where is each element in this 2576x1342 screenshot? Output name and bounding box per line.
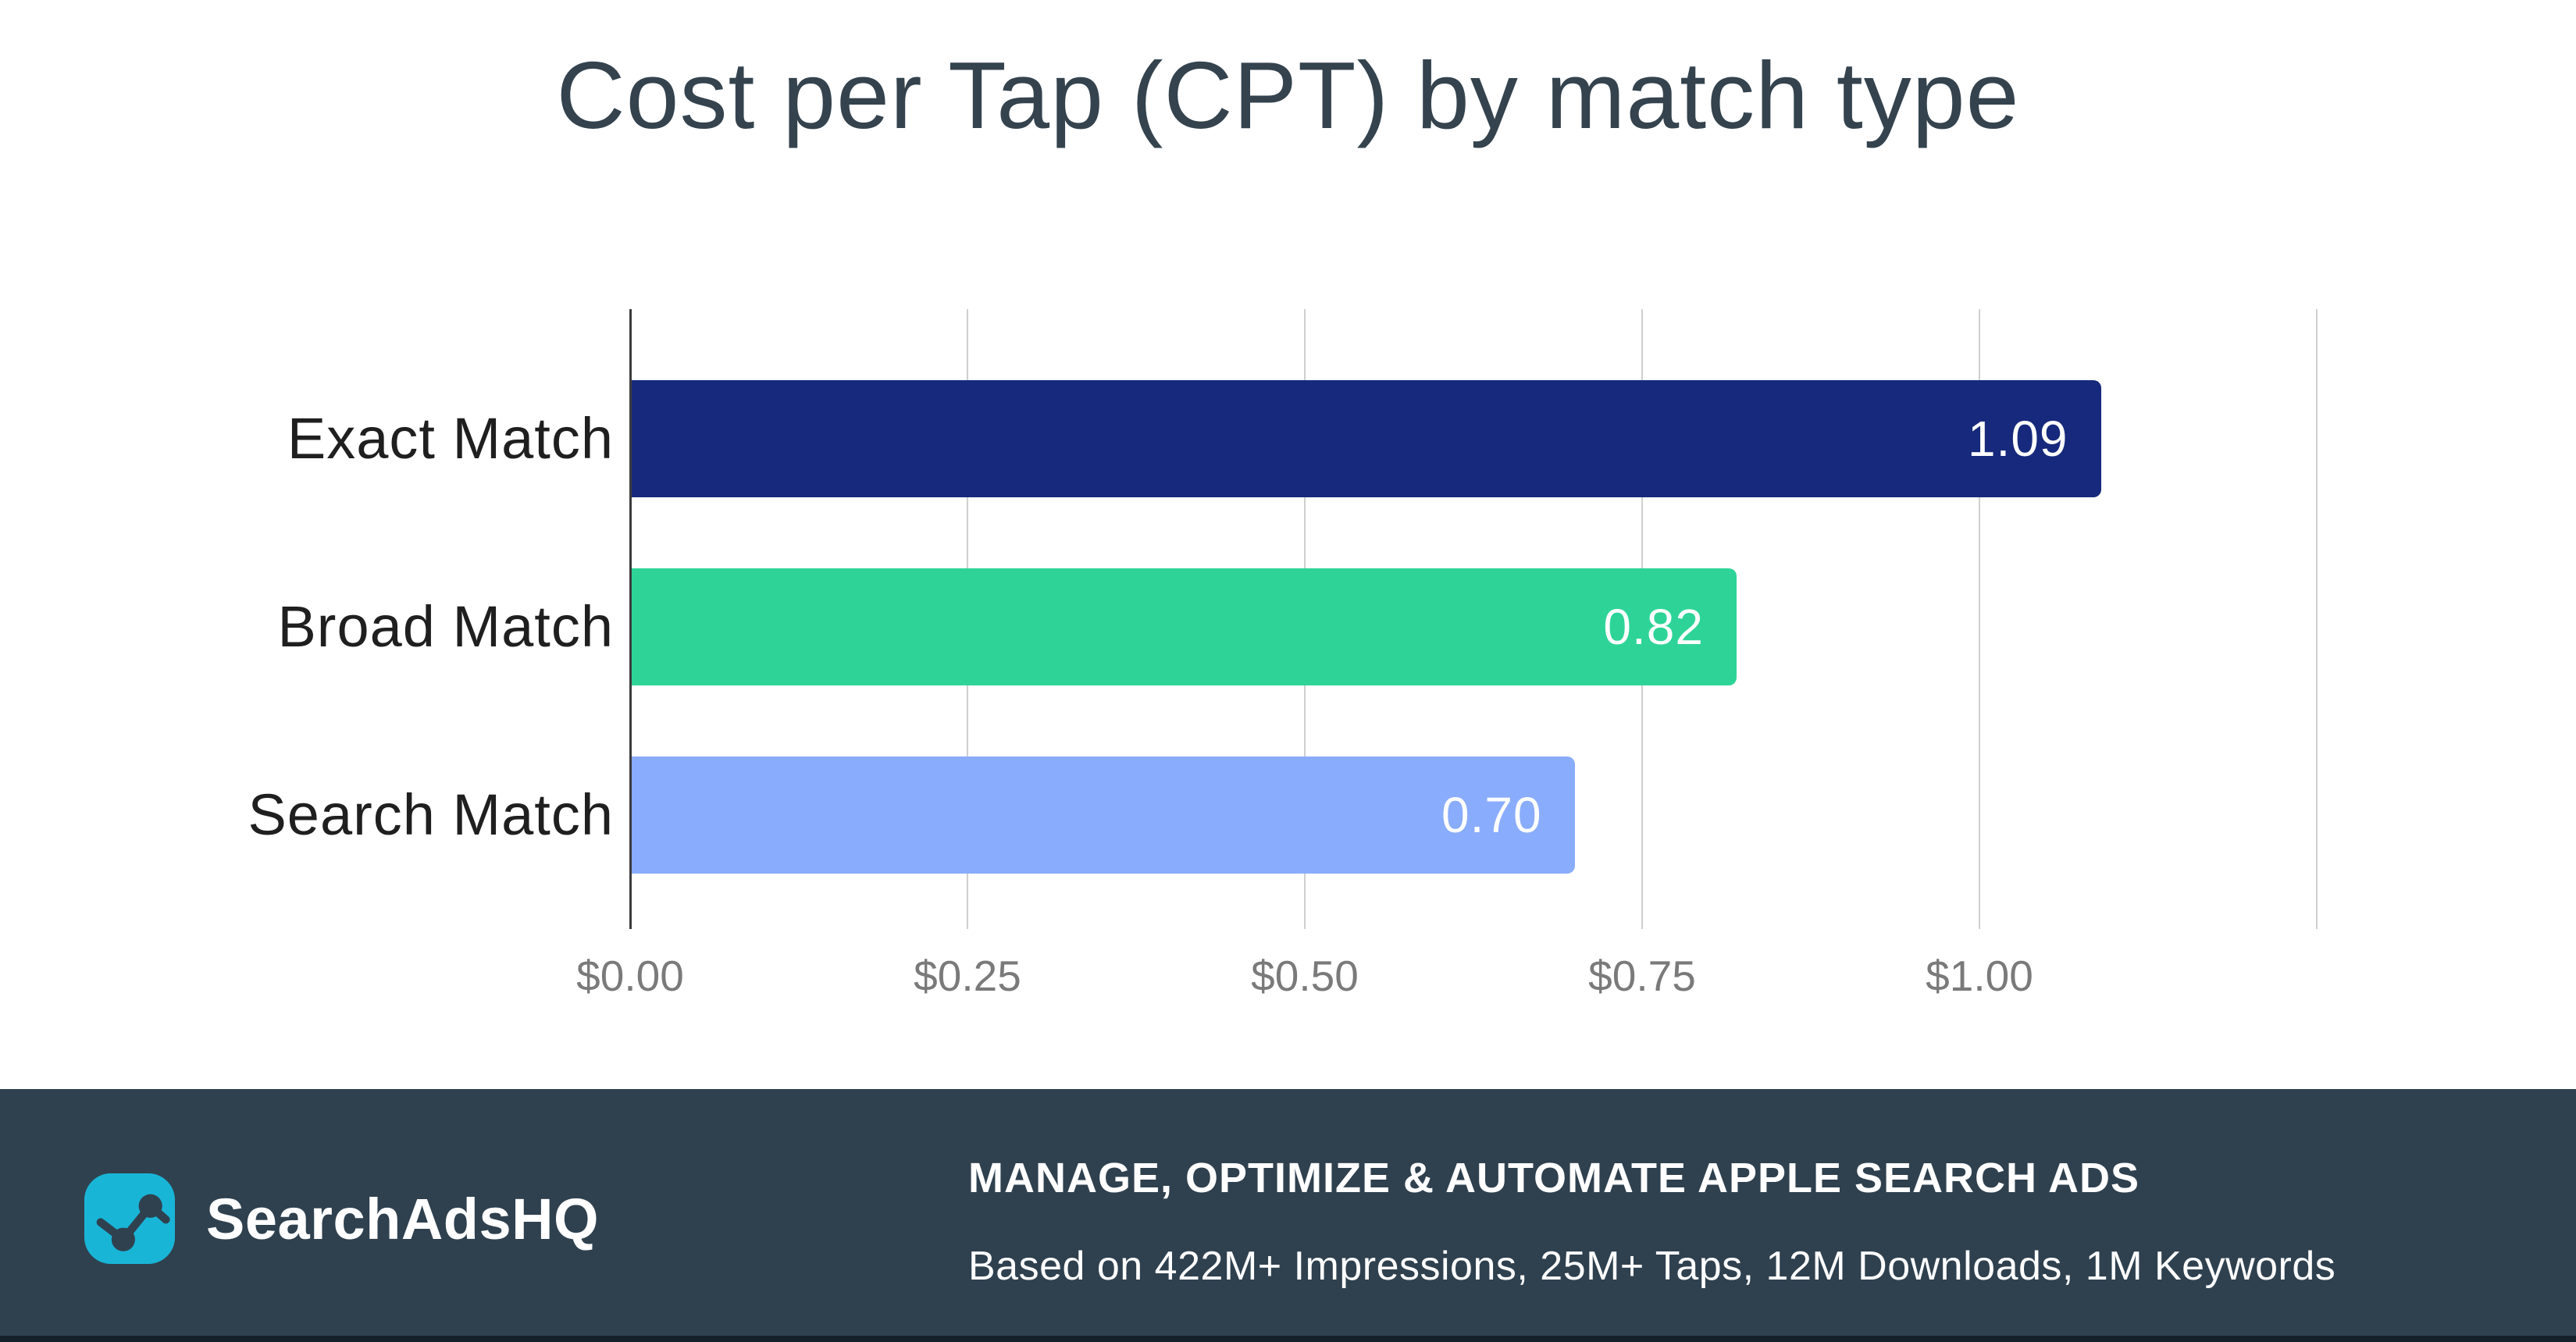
bar-value-label: 1.09 — [1967, 411, 2068, 467]
bar-value-label: 0.70 — [1441, 787, 1542, 843]
x-axis: $0.00 $0.25 $0.50 $0.75 $1.00 — [576, 951, 2317, 1013]
category-labels: Exact Match Broad Match Search Match — [0, 309, 614, 929]
x-tick-label: $0.50 — [1251, 952, 1359, 1000]
bar: 1.09 — [630, 380, 2101, 497]
bar: 0.82 — [630, 568, 1737, 685]
brand-name: SearchAdsHQ — [206, 1186, 600, 1251]
y-axis-line — [629, 309, 632, 929]
brand-logo: SearchAdsHQ — [84, 1173, 599, 1264]
category-label: Search Match — [248, 782, 614, 847]
bar-value-label: 0.82 — [1603, 599, 1704, 655]
x-tick-label: $0.00 — [576, 952, 684, 1000]
line-chart-icon — [84, 1173, 175, 1264]
plot-area: 1.09 0.82 0.70 — [629, 309, 2318, 929]
gridline — [2316, 309, 2318, 929]
category-label: Exact Match — [287, 406, 614, 471]
bar: 0.70 — [630, 756, 1575, 874]
footer-headline: MANAGE, OPTIMIZE & AUTOMATE APPLE SEARCH… — [968, 1155, 2140, 1201]
page-title: Cost per Tap (CPT) by match type — [556, 42, 2020, 148]
category-label: Broad Match — [277, 594, 614, 659]
footer-subline: Based on 422M+ Impressions, 25M+ Taps, 1… — [968, 1244, 2336, 1289]
x-tick-label: $0.75 — [1588, 952, 1696, 1000]
x-tick-label: $1.00 — [1926, 952, 2033, 1000]
footer-bottom-edge — [0, 1336, 2576, 1342]
footer-banner: SearchAdsHQ MANAGE, OPTIMIZE & AUTOMATE … — [0, 1089, 2576, 1342]
cpt-bar-chart: Exact Match Broad Match Search Match 1.09 0… — [0, 309, 2576, 929]
gridline — [1979, 309, 1980, 929]
x-tick-label: $0.25 — [914, 952, 1021, 1000]
